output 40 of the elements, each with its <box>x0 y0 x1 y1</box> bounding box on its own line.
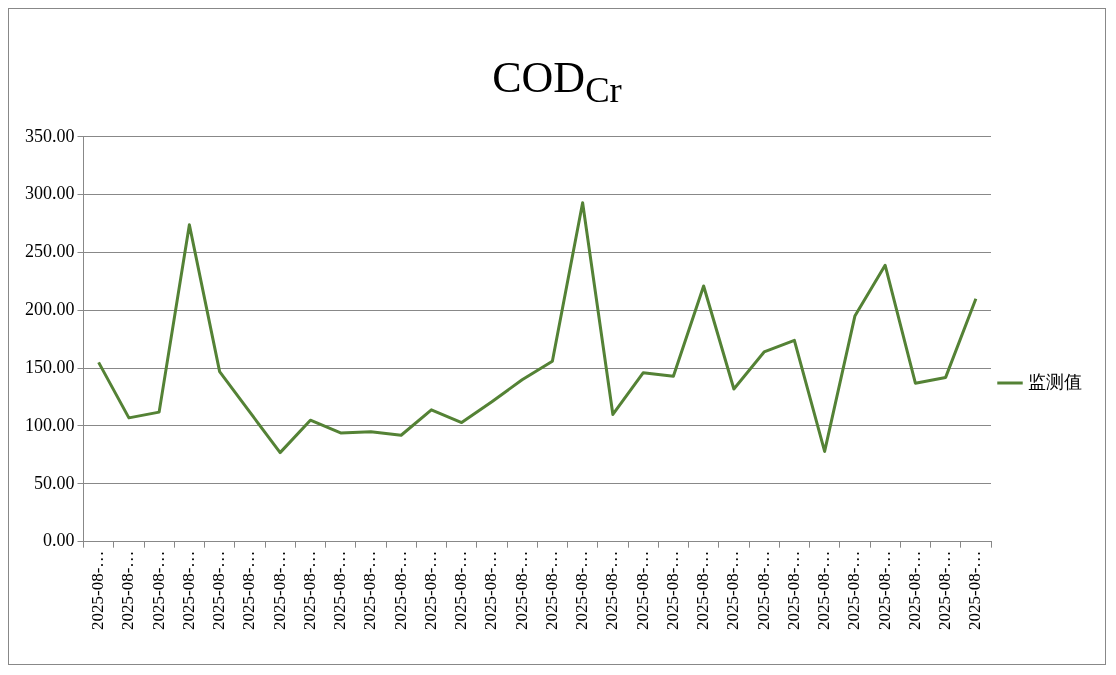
x-tick-label: 2025-08-… <box>541 550 561 631</box>
y-tick-label: 50.00 <box>34 472 75 493</box>
x-tick-label: 2025-08-… <box>783 550 803 631</box>
x-tick-label: 2025-08-… <box>965 550 985 631</box>
y-tick-label: 250.00 <box>25 241 75 262</box>
x-tick-label: 2025-08-… <box>572 550 592 631</box>
x-tick-label: 2025-08-… <box>904 550 924 631</box>
x-tick-label: 2025-08-… <box>844 550 864 631</box>
x-tick-label: 2025-08-… <box>451 550 471 631</box>
x-tick-label: 2025-08-… <box>88 550 108 631</box>
x-tick-label: 2025-08-… <box>178 550 198 631</box>
x-tick-label: 2025-08-… <box>299 550 319 631</box>
x-tick-label: 2025-08-… <box>723 550 743 631</box>
x-tick-label: 2025-08-… <box>753 550 773 631</box>
x-tick-label: 2025-08-… <box>269 550 289 631</box>
x-tick-label: 2025-08-… <box>330 550 350 631</box>
x-tick-label: 2025-08-… <box>148 550 168 631</box>
x-tick-label: 2025-08-… <box>632 550 652 631</box>
chart-title: COD$_{Cr}$ <box>491 52 623 112</box>
x-tick-label: 2025-08-… <box>511 550 531 631</box>
y-tick-label: 300.00 <box>25 183 75 204</box>
x-tick-label: 2025-08-… <box>118 550 138 631</box>
x-tick-label: 2025-08-… <box>420 550 440 631</box>
x-tick-label: 2025-08-… <box>390 550 410 631</box>
x-tick-label: 2025-08-… <box>602 550 622 631</box>
x-tick-label: 2025-08-… <box>935 550 955 631</box>
x-tick-label: 2025-08-… <box>693 550 713 631</box>
x-tick-label: 2025-08-… <box>874 550 894 631</box>
legend-label: 监测值 <box>1028 371 1082 392</box>
x-tick-label: 2025-08-… <box>662 550 682 631</box>
x-tick-label: 2025-08-… <box>360 550 380 631</box>
y-tick-label: 350.00 <box>25 125 75 146</box>
x-tick-label: 2025-08-… <box>814 550 834 631</box>
x-tick-label: 2025-08-… <box>239 550 259 631</box>
x-tick-label: 2025-08-… <box>209 550 229 631</box>
y-tick-label: 150.00 <box>25 356 75 377</box>
y-tick-label: 100.00 <box>25 414 75 435</box>
x-tick-label: 2025-08-… <box>481 550 501 631</box>
y-tick-label: 0.00 <box>43 530 75 551</box>
y-tick-label: 200.00 <box>25 299 75 320</box>
